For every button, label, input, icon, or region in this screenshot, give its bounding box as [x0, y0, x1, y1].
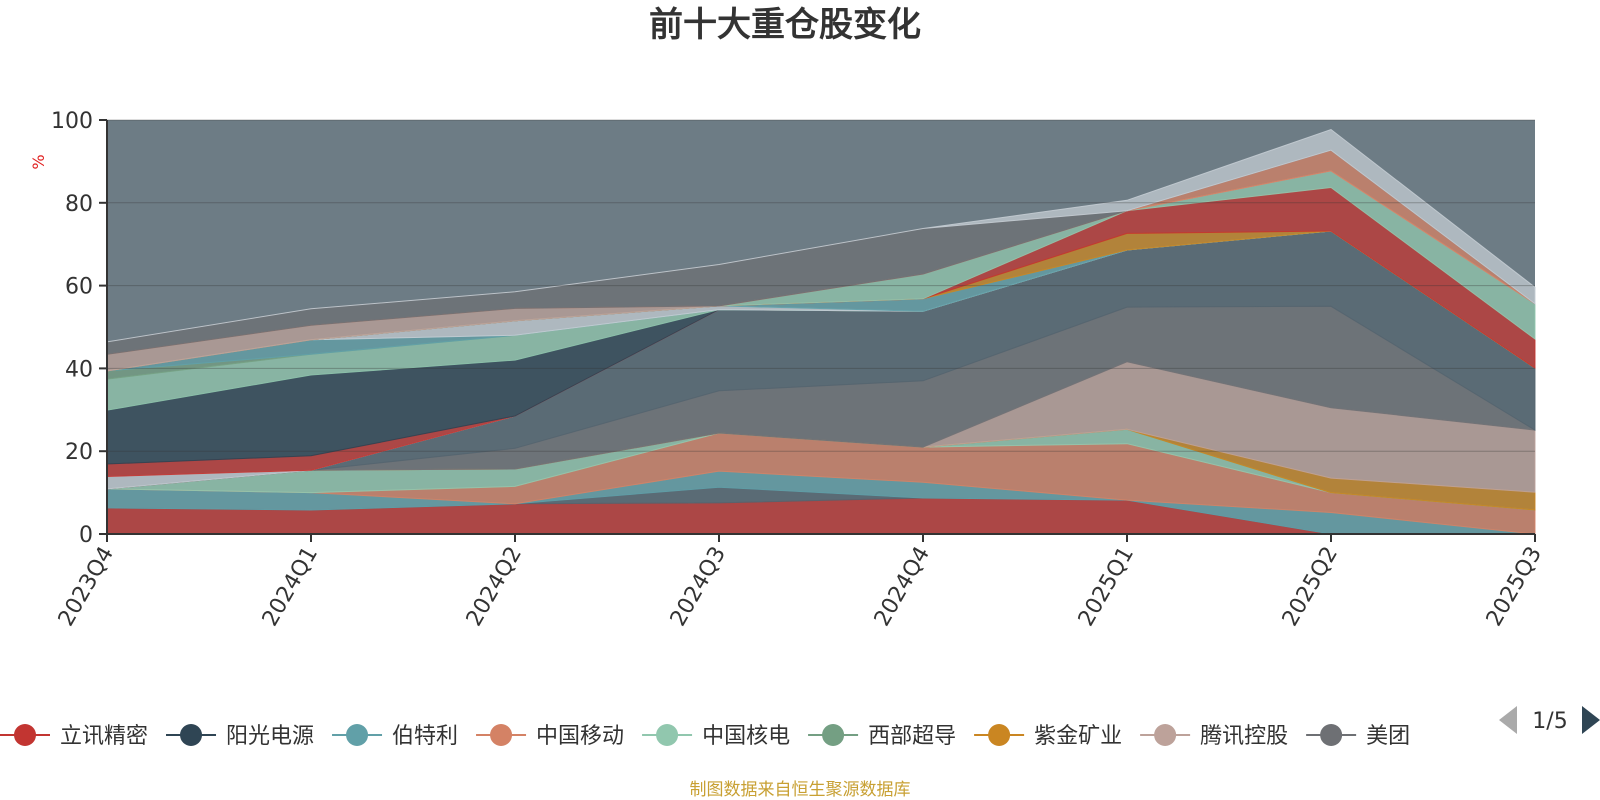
legend-marker-6: [988, 724, 1011, 746]
legend-label-4[interactable]: 中国核电: [702, 724, 790, 749]
y-tick-label-40: 40: [65, 357, 93, 382]
legend-item-7[interactable]: 腾讯控股: [1140, 724, 1288, 749]
x-tick-labels: 2023Q4 2024Q1 2024Q2 2024Q3 2024Q4 2025Q1 2025…: [54, 543, 1547, 631]
legend-label-6[interactable]: 紫金矿业: [1034, 724, 1122, 749]
legend-label-7[interactable]: 腾讯控股: [1200, 724, 1288, 749]
legend-marker-7: [1154, 724, 1177, 746]
grid-lines: [107, 119, 1535, 452]
legend-item-1[interactable]: 阳光电源: [166, 724, 314, 749]
legend-pager: 1/5: [1499, 706, 1600, 734]
legend-label-1[interactable]: 阳光电源: [226, 724, 314, 749]
y-axis-unit: %: [29, 154, 48, 169]
x-tick-label-2025Q1: 2025Q1: [1074, 543, 1139, 631]
x-tick-label-2025Q2: 2025Q2: [1278, 543, 1343, 631]
legend[interactable]: 立讯精密 阳光电源 伯特利 中国移动 中国核电 西部超导 紫金矿业 腾讯控股 美团: [0, 724, 1410, 749]
legend-item-6[interactable]: 紫金矿业: [974, 724, 1122, 749]
source-note: 制图数据来自恒生聚源数据库: [690, 780, 911, 800]
legend-item-3[interactable]: 中国移动: [476, 724, 624, 749]
legend-marker-2: [346, 724, 369, 746]
legend-marker-1: [180, 724, 203, 746]
legend-item-5[interactable]: 西部超导: [808, 724, 956, 749]
legend-prev-page-icon[interactable]: [1499, 706, 1517, 734]
y-tick-labels: 0 20 40 60 80 100: [51, 109, 93, 548]
legend-item-2[interactable]: 伯特利: [332, 724, 458, 749]
legend-label-3[interactable]: 中国移动: [536, 724, 624, 749]
legend-item-4[interactable]: 中国核电: [642, 724, 790, 749]
legend-label-8[interactable]: 美团: [1366, 724, 1410, 749]
legend-next-page-icon[interactable]: [1582, 706, 1600, 734]
y-tick-label-0: 0: [79, 523, 93, 548]
area-band-24: [106, 128, 1536, 343]
chart-title: 前十大重仓股变化: [649, 5, 921, 45]
legend-label-2[interactable]: 伯特利: [392, 724, 458, 749]
legend-marker-4: [656, 724, 679, 746]
y-tick-label-60: 60: [65, 275, 93, 300]
legend-label-5[interactable]: 西部超导: [868, 724, 956, 749]
legend-marker-0: [14, 724, 36, 746]
x-tick-label-2024Q3: 2024Q3: [666, 543, 731, 631]
legend-marker-5: [822, 724, 845, 746]
legend-item-8[interactable]: 美团: [1306, 724, 1410, 749]
y-tick-label-80: 80: [65, 192, 93, 217]
x-tick-label-2025Q3: 2025Q3: [1482, 543, 1547, 631]
y-tick-label-100: 100: [51, 109, 93, 134]
x-tick-label-2024Q1: 2024Q1: [258, 543, 323, 631]
x-tick-label-2024Q4: 2024Q4: [870, 543, 935, 631]
legend-marker-3: [490, 724, 513, 746]
legend-page-indicator: 1/5: [1532, 709, 1567, 734]
legend-label-0[interactable]: 立讯精密: [60, 724, 148, 749]
axes: [99, 119, 1536, 542]
area-series: [106, 128, 1536, 535]
x-tick-label-2024Q2: 2024Q2: [462, 543, 527, 631]
legend-item-0[interactable]: 立讯精密: [0, 724, 148, 749]
x-tick-label-2023Q4: 2023Q4: [54, 543, 119, 631]
y-tick-label-20: 20: [65, 440, 93, 465]
legend-marker-8: [1320, 724, 1343, 746]
